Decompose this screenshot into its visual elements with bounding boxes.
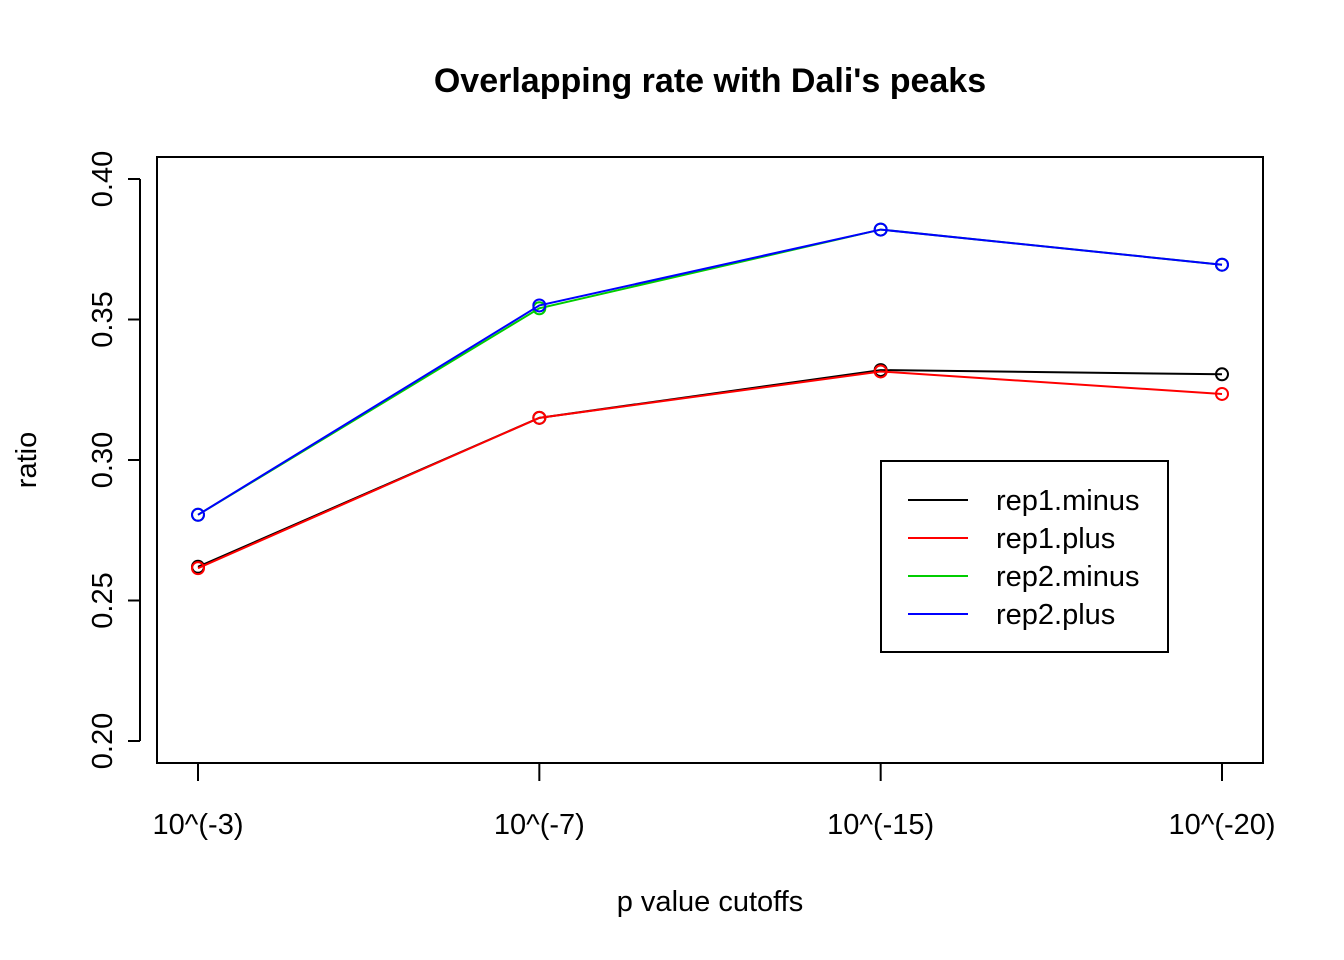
series-layer — [191, 222, 1229, 576]
y-axis-label: ratio — [11, 432, 43, 488]
x-axis-label: p value cutoffs — [617, 886, 803, 918]
legend-label: rep2.minus — [996, 561, 1139, 593]
legend: rep1.minus rep1.plus rep2.minus rep2.plus — [880, 460, 1169, 653]
series-line — [197, 370, 1223, 570]
data-point — [1215, 367, 1229, 382]
legend-item: rep1.minus — [908, 485, 1139, 517]
x-tick-label: 10^(-20) — [1168, 809, 1275, 841]
data-point — [1215, 257, 1229, 272]
series-line — [197, 228, 1223, 516]
y-tick-label: 0.20 — [87, 713, 119, 769]
data-point — [532, 298, 547, 313]
data-point — [532, 410, 547, 425]
y-tick-label: 0.40 — [87, 151, 119, 207]
x-tick-label: 10^(-15) — [827, 809, 934, 841]
legend-label: rep2.plus — [996, 599, 1115, 631]
data-point — [191, 507, 205, 522]
x-axis: 10^(-3) 10^(-7) 10^(-15) 10^(-20) — [153, 762, 1276, 841]
data-point — [873, 222, 888, 237]
legend-item: rep2.minus — [908, 561, 1139, 593]
legend-item: rep1.plus — [908, 523, 1115, 555]
data-point — [873, 364, 888, 379]
legend-label: rep1.plus — [996, 523, 1115, 555]
y-axis: 0.20 0.25 0.30 0.35 0.40 — [87, 151, 141, 769]
y-tick-label: 0.35 — [87, 291, 119, 347]
y-tick-label: 0.30 — [87, 432, 119, 488]
legend-label: rep1.minus — [996, 485, 1139, 517]
x-tick-label: 10^(-7) — [494, 809, 585, 841]
series-rep1-plus — [191, 364, 1229, 576]
series-rep2-plus — [191, 222, 1229, 522]
data-point — [191, 561, 205, 576]
data-point — [1215, 386, 1229, 401]
chart-title: Overlapping rate with Dali's peaks — [434, 62, 986, 100]
legend-item: rep2.plus — [908, 599, 1115, 631]
legend-box — [880, 460, 1169, 653]
y-tick-label: 0.25 — [87, 572, 119, 628]
x-tick-label: 10^(-3) — [153, 809, 244, 841]
